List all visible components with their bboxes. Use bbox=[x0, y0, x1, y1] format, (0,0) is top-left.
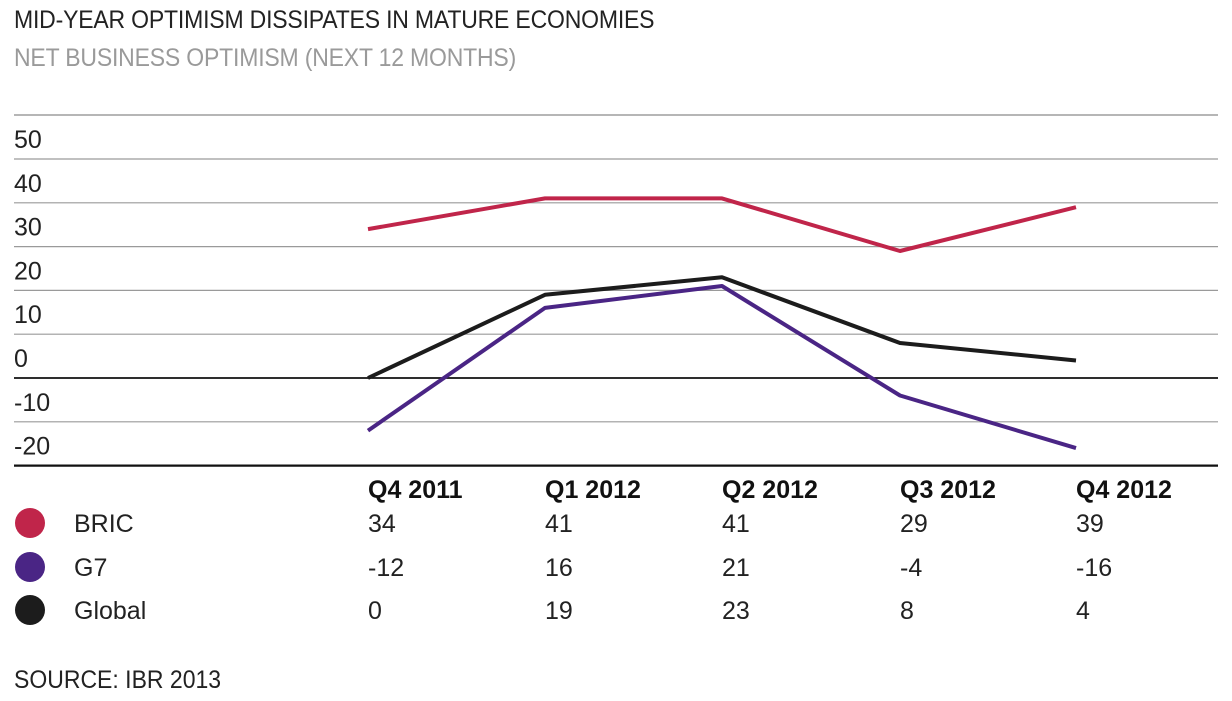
y-tick-label: -10 bbox=[14, 389, 50, 417]
table-cell: 4 bbox=[1076, 597, 1090, 625]
legend-label: G7 bbox=[74, 554, 107, 582]
grid-lines bbox=[14, 114, 1218, 467]
column-header: Q4 2012 bbox=[1076, 476, 1172, 504]
table-cell: 34 bbox=[368, 510, 396, 538]
series-line-bric bbox=[367, 196, 1077, 253]
y-axis-ticks: 50 40 30 20 10 0 -10 -20 bbox=[14, 126, 50, 461]
table-cell: 16 bbox=[545, 554, 573, 582]
column-header: Q4 2011 bbox=[368, 476, 463, 504]
legend-dot-g7 bbox=[15, 552, 45, 582]
table-cell: 0 bbox=[368, 597, 382, 625]
column-header: Q1 2012 bbox=[545, 476, 641, 504]
source-note: SOURCE: IBR 2013 bbox=[14, 666, 222, 694]
legend-dot-global bbox=[15, 595, 45, 625]
legend-dot-bric bbox=[15, 508, 45, 538]
table-cell: 19 bbox=[545, 597, 573, 625]
y-tick-label: 0 bbox=[14, 345, 28, 373]
table-cell: 21 bbox=[722, 554, 750, 582]
y-tick-label: -20 bbox=[14, 433, 50, 461]
series-lines bbox=[366, 196, 1077, 451]
y-tick-label: 20 bbox=[14, 257, 42, 285]
chart-title: MID-YEAR OPTIMISM DISSIPATES IN MATURE E… bbox=[14, 6, 655, 34]
table-cell: 8 bbox=[900, 597, 914, 625]
table-cell: -16 bbox=[1076, 554, 1112, 582]
legend-label: Global bbox=[74, 597, 146, 625]
table-cell: 41 bbox=[545, 510, 573, 538]
table-cell: 39 bbox=[1076, 510, 1104, 538]
column-header: Q2 2012 bbox=[722, 476, 818, 504]
table-cell: -4 bbox=[900, 554, 922, 582]
y-tick-label: 30 bbox=[14, 214, 42, 242]
y-tick-label: 10 bbox=[14, 301, 42, 329]
y-tick-label: 50 bbox=[14, 126, 42, 154]
table-cell: 41 bbox=[722, 510, 750, 538]
legend-label: BRIC bbox=[74, 510, 134, 538]
chart-subtitle: NET BUSINESS OPTIMISM (NEXT 12 MONTHS) bbox=[14, 44, 517, 72]
table-cell: 29 bbox=[900, 510, 928, 538]
column-header: Q3 2012 bbox=[900, 476, 996, 504]
y-tick-label: 40 bbox=[14, 170, 42, 198]
series-line-g7 bbox=[366, 284, 1077, 451]
series-line-global bbox=[367, 275, 1077, 380]
data-table: Q4 2011 Q1 2012 Q2 2012 Q3 2012 Q4 2012 BRIC 3… bbox=[15, 476, 1172, 625]
table-cell: 23 bbox=[722, 597, 750, 625]
table-cell: -12 bbox=[368, 554, 404, 582]
